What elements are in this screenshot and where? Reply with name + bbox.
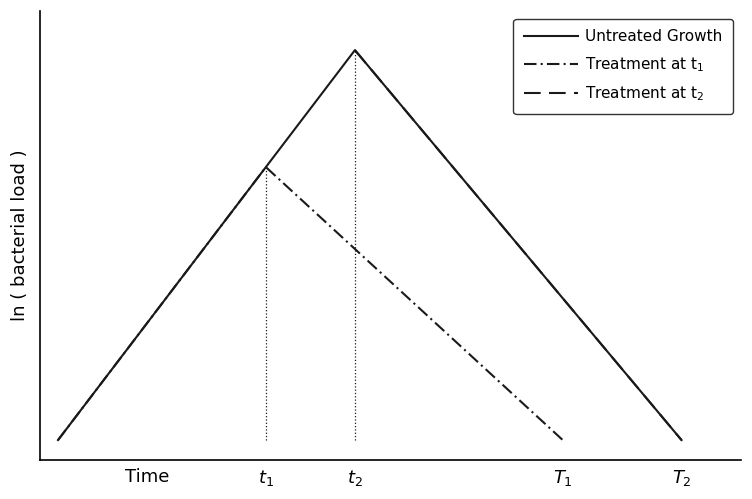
Legend: Untreated Growth, Treatment at t$_1$, Treatment at t$_2$: Untreated Growth, Treatment at t$_1$, Tr… xyxy=(514,19,733,114)
Line: Treatment at t$_1$: Treatment at t$_1$ xyxy=(58,167,562,440)
Untreated Growth xyxy=(53,437,62,443)
Treatment at t$_1$ xyxy=(558,437,567,443)
Y-axis label: ln ( bacterial load ): ln ( bacterial load ) xyxy=(11,150,29,321)
Line: Untreated Growth: Untreated Growth xyxy=(58,50,681,440)
Untreated Growth xyxy=(350,47,359,53)
Untreated Growth xyxy=(677,437,686,443)
Treatment at t$_1$ xyxy=(53,437,62,443)
Treatment at t$_1$ xyxy=(262,164,271,170)
